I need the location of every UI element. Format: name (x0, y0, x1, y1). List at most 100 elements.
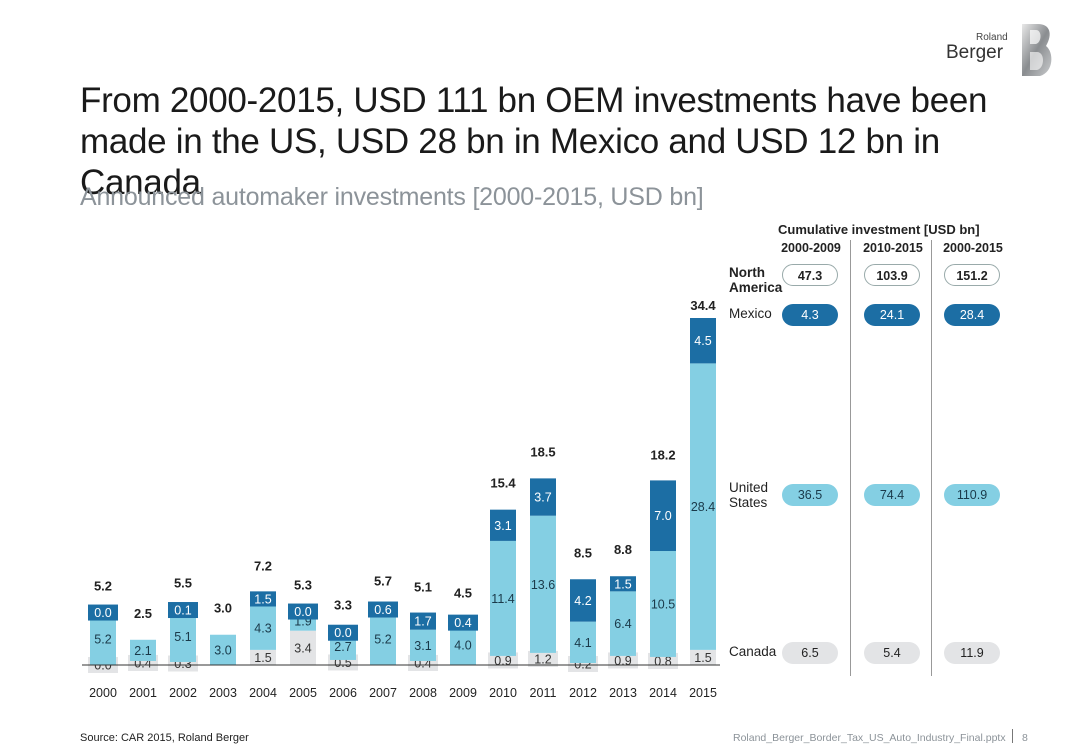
x-tick-2007: 2007 (369, 686, 397, 700)
x-tick-2003: 2003 (209, 686, 237, 700)
value-label-united-states-2012: 4.1 (574, 636, 591, 650)
value-label-mexico-2011: 3.7 (534, 491, 551, 505)
value-label-mexico-2012: 4.2 (574, 594, 591, 608)
total-label-2010: 15.4 (490, 476, 516, 491)
value-label-united-states-2015: 28.4 (691, 500, 715, 514)
period-2000-2015: 2000-2015 (943, 241, 1003, 255)
period-2010-2015: 2010-2015 (863, 241, 923, 255)
value-label-mexico-2002: 0.1 (174, 604, 191, 618)
value-label-canada-2013: 0.9 (614, 654, 631, 668)
value-label-united-states-2013: 6.4 (614, 617, 631, 631)
pill-ca-2000-2015: 11.9 (944, 642, 1000, 664)
label-north-america-line1: North (729, 265, 765, 280)
value-label-mexico-2006: 0.0 (334, 626, 351, 640)
value-label-united-states-2007: 5.2 (374, 632, 391, 646)
x-tick-2008: 2008 (409, 686, 437, 700)
bar-united-states-2002 (170, 610, 196, 662)
label-north-america: North America (729, 265, 782, 295)
label-united-states: United States (729, 480, 768, 510)
value-label-canada-2011: 1.2 (534, 652, 551, 666)
value-label-united-states-2001: 2.1 (134, 644, 151, 658)
value-label-canada-2015: 1.5 (694, 651, 711, 665)
value-label-united-states-2002: 5.1 (174, 630, 191, 644)
bar-mexico-2015 (690, 318, 716, 364)
bar-mexico-2014 (650, 480, 676, 552)
logo-text-small: Roland (976, 32, 1008, 43)
x-tick-2004: 2004 (249, 686, 277, 700)
x-tick-2000: 2000 (89, 686, 117, 700)
total-label-2009: 4.5 (454, 586, 472, 601)
total-label-2004: 7.2 (254, 558, 272, 573)
title-line-2: made in the US, USD 28 bn in Mexico and … (80, 122, 940, 202)
value-label-united-states-2011: 13.6 (531, 578, 555, 592)
bar-mexico-2010 (490, 509, 516, 541)
x-tick-2005: 2005 (289, 686, 317, 700)
pill-na-2000-2015: 151.2 (944, 264, 1000, 286)
value-label-mexico-2008: 1.7 (414, 615, 431, 629)
total-label-2013: 8.8 (614, 542, 632, 557)
x-tick-2010: 2010 (489, 686, 517, 700)
total-label-2008: 5.1 (414, 580, 432, 595)
bar-united-states-2001 (130, 639, 156, 661)
x-tick-2002: 2002 (169, 686, 197, 700)
bar-united-states-2000 (90, 612, 116, 665)
x-tick-2006: 2006 (329, 686, 357, 700)
value-label-mexico-2013: 1.5 (614, 577, 631, 591)
pill-us-2010-2015: 74.4 (864, 484, 920, 506)
bar-mexico-2012 (570, 579, 596, 622)
bar-united-states-2004 (250, 606, 276, 650)
period-2000-2009: 2000-2009 (781, 241, 841, 255)
bar-mexico-2004 (250, 591, 276, 607)
bar-united-states-2010 (490, 540, 516, 656)
value-label-united-states-2010: 11.4 (491, 592, 514, 606)
label-bg-canada-2010 (488, 652, 518, 669)
bar-united-states-2015 (690, 363, 716, 650)
bar-canada-2005 (290, 630, 316, 665)
x-tick-2013: 2013 (609, 686, 637, 700)
value-label-mexico-2004: 1.5 (254, 592, 271, 606)
bar-united-states-2013 (610, 591, 636, 656)
page-separator (1012, 729, 1013, 743)
bar-mexico-2011 (530, 478, 556, 516)
value-label-mexico-2015: 4.5 (694, 334, 711, 348)
total-label-2000: 5.2 (94, 579, 112, 594)
total-label-2002: 5.5 (174, 576, 192, 591)
total-label-2005: 5.3 (294, 578, 312, 593)
value-label-united-states-2000: 5.2 (94, 632, 111, 646)
logo-text-big: Berger (946, 42, 1004, 63)
total-label-2007: 5.7 (374, 574, 392, 589)
label-bg-mexico-2000 (88, 604, 118, 621)
value-label-canada-2010: 0.9 (494, 654, 511, 668)
value-label-mexico-2007: 0.6 (374, 603, 391, 617)
page-title: From 2000-2015, USD 111 bn OEM investmen… (80, 80, 1000, 203)
bar-united-states-2014 (650, 551, 676, 657)
value-label-mexico-2005: 0.0 (294, 605, 311, 619)
label-bg-canada-2013 (608, 652, 638, 669)
logo-b-icon (1022, 24, 1052, 76)
title-line-1: From 2000-2015, USD 111 bn OEM investmen… (80, 81, 988, 120)
x-tick-2011: 2011 (530, 686, 557, 700)
file-name: Roland_Berger_Border_Tax_US_Auto_Industr… (733, 732, 1006, 744)
value-label-mexico-2000: 0.0 (94, 606, 111, 620)
pill-na-2010-2015: 103.9 (864, 264, 920, 286)
bar-united-states-2008 (410, 629, 436, 661)
value-label-united-states-2004: 4.3 (254, 622, 271, 636)
value-label-united-states-2006: 2.7 (334, 640, 351, 654)
value-label-united-states-2003: 3.0 (214, 643, 231, 657)
cumulative-title: Cumulative investment [USD bn] (778, 222, 980, 237)
label-bg-mexico-2007 (368, 601, 398, 618)
bar-canada-2015 (690, 649, 716, 665)
total-label-2001: 2.5 (134, 606, 152, 621)
total-label-2011: 18.5 (530, 444, 555, 459)
total-label-2012: 8.5 (574, 545, 592, 560)
bar-united-states-2011 (530, 515, 556, 653)
bar-mexico-2008 (410, 612, 436, 630)
divider-line-2 (931, 240, 932, 676)
bar-united-states-2009 (450, 624, 476, 665)
total-label-2003: 3.0 (214, 601, 232, 616)
pill-mx-2000-2009: 4.3 (782, 304, 838, 326)
label-bg-mexico-2006 (328, 624, 358, 641)
label-bg-mexico-2002 (168, 602, 198, 619)
bar-united-states-2003 (210, 634, 236, 665)
label-bg-mexico-2009 (448, 614, 478, 631)
